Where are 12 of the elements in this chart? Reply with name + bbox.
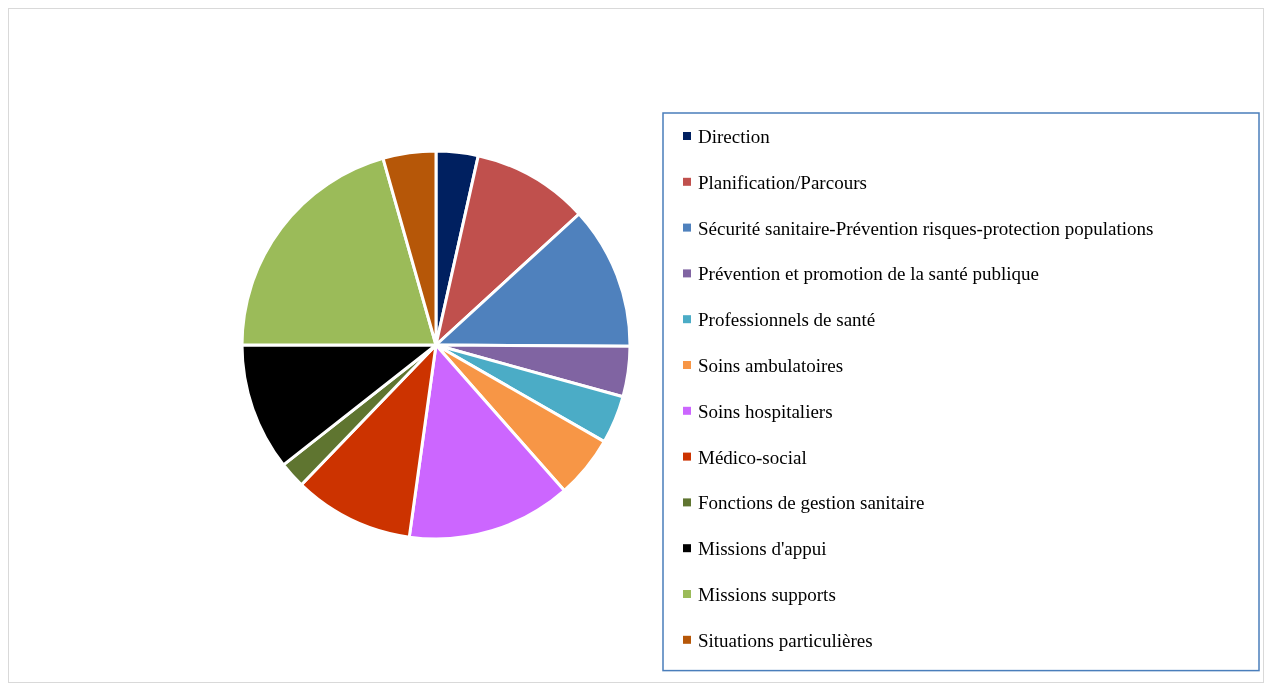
legend-label: Prévention et promotion de la santé publique [698, 263, 1039, 285]
legend-label: Sécurité sanitaire-Prévention risques-protection populations [698, 217, 1154, 239]
legend-label: Missions supports [698, 584, 836, 605]
legend-label: Situations particulières [698, 629, 873, 651]
legend-label: Soins hospitaliers [698, 400, 833, 422]
legend-label: Professionnels de santé [698, 309, 876, 331]
legend-label: Missions d'appui [698, 538, 827, 560]
legend-label: Soins ambulatoires [698, 355, 844, 376]
legend-label: Fonctions de gestion sanitaire [698, 492, 925, 514]
legend-label: Planification/Parcours [698, 171, 867, 193]
legend-label: Direction [698, 126, 771, 147]
legend-label: Médico-social [698, 446, 807, 468]
